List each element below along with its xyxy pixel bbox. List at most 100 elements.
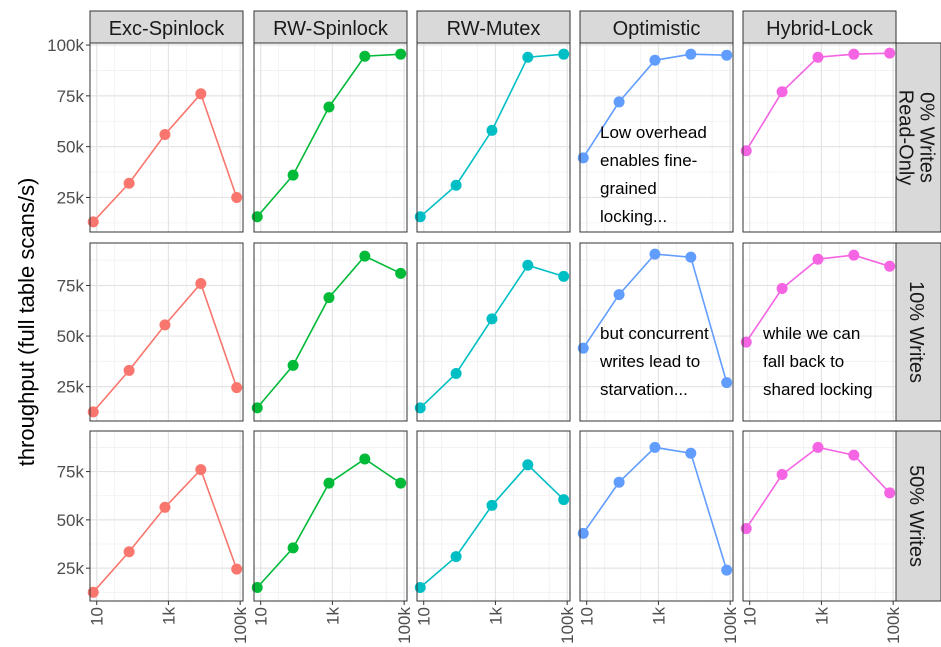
y-tick-label: 25k xyxy=(57,559,85,578)
x-tick-label: 10 xyxy=(252,607,271,626)
data-point xyxy=(649,248,661,260)
annotation-line: while we can xyxy=(762,324,860,343)
data-point xyxy=(558,494,570,506)
data-point xyxy=(123,177,135,189)
panel-border xyxy=(416,430,571,602)
panel-background xyxy=(254,243,407,421)
panel-border xyxy=(742,42,897,233)
panel xyxy=(87,242,244,422)
y-tick-label: 50k xyxy=(57,138,85,157)
column-strip xyxy=(416,10,571,44)
data-point xyxy=(395,477,407,489)
data-point xyxy=(776,283,788,295)
x-tick-label: 10 xyxy=(88,607,107,626)
data-point xyxy=(486,313,498,325)
panel xyxy=(577,242,734,422)
annotation-line: starvation... xyxy=(600,380,688,399)
panel xyxy=(87,430,244,602)
y-tick-label: 100k xyxy=(47,36,84,55)
data-point xyxy=(323,292,335,304)
column-strip xyxy=(253,10,408,44)
panel-border xyxy=(89,430,244,602)
x-tick-label-group: 10 xyxy=(252,607,271,626)
y-tick-label: 50k xyxy=(57,327,85,346)
data-point xyxy=(577,527,589,539)
x-tick-label: 100k xyxy=(231,607,250,644)
data-point xyxy=(776,468,788,480)
x-tick-label-group: 1k xyxy=(812,607,831,625)
panel-border xyxy=(742,430,897,602)
data-point xyxy=(812,51,824,63)
data-point xyxy=(558,48,570,60)
data-point xyxy=(231,382,243,394)
data-point xyxy=(776,86,788,98)
panel xyxy=(740,242,897,422)
annotation: Low overhead enables fine-grained locking.… xyxy=(600,123,707,226)
panel-background xyxy=(580,243,733,421)
x-tick-label: 100k xyxy=(884,607,903,644)
y-tick-label: 25k xyxy=(57,188,85,207)
x-tick-label-group: 10 xyxy=(578,607,597,626)
data-point xyxy=(685,251,697,263)
data-point xyxy=(649,54,661,66)
panel-background xyxy=(417,43,570,232)
panel xyxy=(414,42,571,233)
data-point xyxy=(123,364,135,376)
x-tick-label-group: 1k xyxy=(323,607,342,625)
x-tick-label: 1k xyxy=(323,607,342,625)
panel-background xyxy=(417,431,570,601)
data-point xyxy=(87,406,99,418)
panel xyxy=(87,42,244,233)
data-point xyxy=(486,124,498,136)
x-tick-label: 100k xyxy=(721,607,740,644)
x-tick-label: 10 xyxy=(741,607,760,626)
data-point xyxy=(522,459,534,471)
panel-border xyxy=(253,430,408,602)
data-point xyxy=(812,253,824,265)
data-point xyxy=(685,48,697,60)
panel xyxy=(740,42,897,233)
x-tick-label-group: 10 xyxy=(415,607,434,626)
panel-background xyxy=(417,243,570,421)
column-strip-label: Optimistic xyxy=(613,18,701,40)
x-tick-label: 100k xyxy=(558,607,577,644)
row-strip-label: 10% Writes xyxy=(905,281,927,383)
panel-border xyxy=(579,42,734,233)
data-point xyxy=(195,88,207,100)
data-point xyxy=(231,191,243,203)
x-tick-label-group: 1k xyxy=(159,607,178,625)
x-tick-label-group: 100k xyxy=(558,607,577,644)
data-point xyxy=(323,101,335,113)
panel-background xyxy=(254,431,407,601)
panel-border xyxy=(579,242,734,422)
data-point xyxy=(884,47,896,59)
row-strip-label-group: 10% Writes xyxy=(905,281,927,383)
column-strip xyxy=(89,10,244,44)
panel-background xyxy=(743,243,896,421)
y-tick-label: 75k xyxy=(57,87,85,106)
panel-border xyxy=(89,42,244,233)
data-point xyxy=(287,359,299,371)
data-point xyxy=(359,50,371,62)
annotation-line: Low overhead xyxy=(600,123,707,142)
panel-border xyxy=(579,430,734,602)
data-point xyxy=(558,270,570,282)
row-strip-label: Read-Only xyxy=(895,90,917,186)
annotation-line: enables fine- xyxy=(600,151,697,170)
panel xyxy=(251,42,408,233)
data-point xyxy=(613,96,625,108)
row-strip xyxy=(892,430,941,602)
data-point xyxy=(359,250,371,262)
data-point xyxy=(159,319,171,331)
annotation-line: but concurrent xyxy=(600,324,709,343)
panel-background xyxy=(254,43,407,232)
panel xyxy=(251,430,408,602)
panel-background xyxy=(90,243,243,421)
y-tick-label: 75k xyxy=(57,463,85,482)
data-point xyxy=(577,152,589,164)
data-point xyxy=(123,546,135,558)
y-axis-title-group: throughput (full table scans/s) xyxy=(14,178,39,467)
data-point xyxy=(287,542,299,554)
